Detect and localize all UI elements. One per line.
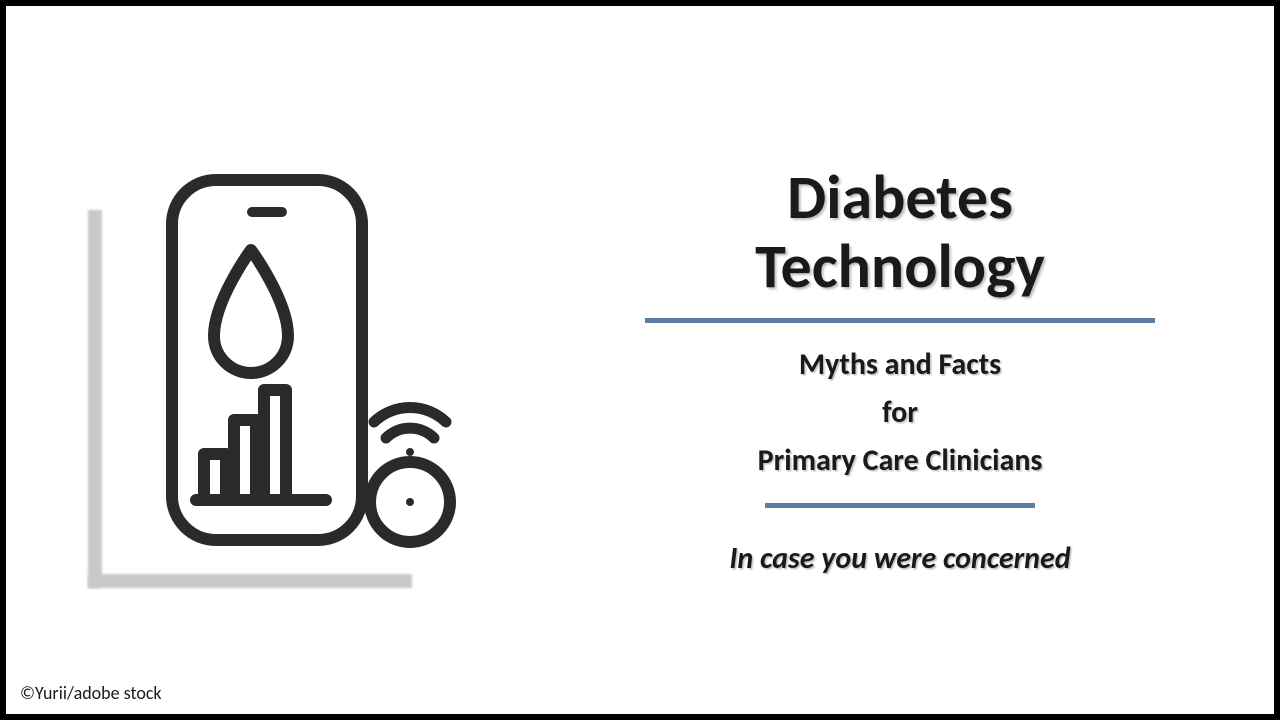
text-column: Diabetes Technology Myths and Facts for …: [566, 103, 1274, 616]
divider-top: [645, 318, 1155, 323]
subtitle-line-3: Primary Care Clinicians: [758, 437, 1043, 485]
wifi-arc-middle: [386, 428, 434, 438]
tagline: In case you were concerned: [729, 540, 1070, 577]
glucose-monitor-svg: [106, 150, 466, 570]
title-line-1: Diabetes: [755, 163, 1045, 231]
bar-3: [264, 390, 286, 500]
title-line-2: Technology: [755, 232, 1045, 300]
illustration-column: [6, 6, 566, 714]
wifi-dot: [406, 448, 414, 456]
sensor-center-dot: [406, 498, 414, 506]
bar-2: [234, 420, 256, 500]
slide-title: Diabetes Technology: [755, 163, 1045, 299]
divider-bottom: [765, 503, 1035, 508]
bar-1: [204, 454, 226, 500]
glucose-monitor-app-icon: [106, 150, 466, 570]
image-credit: ©Yurii/adobe stock: [20, 682, 162, 704]
slide-content: Diabetes Technology Myths and Facts for …: [6, 6, 1274, 714]
droplet-icon: [214, 250, 288, 373]
wifi-arc-outer: [374, 408, 446, 422]
subtitle-line-1: Myths and Facts: [799, 341, 1001, 389]
slide-frame: Diabetes Technology Myths and Facts for …: [0, 0, 1280, 720]
subtitle-line-2: for: [882, 389, 918, 437]
